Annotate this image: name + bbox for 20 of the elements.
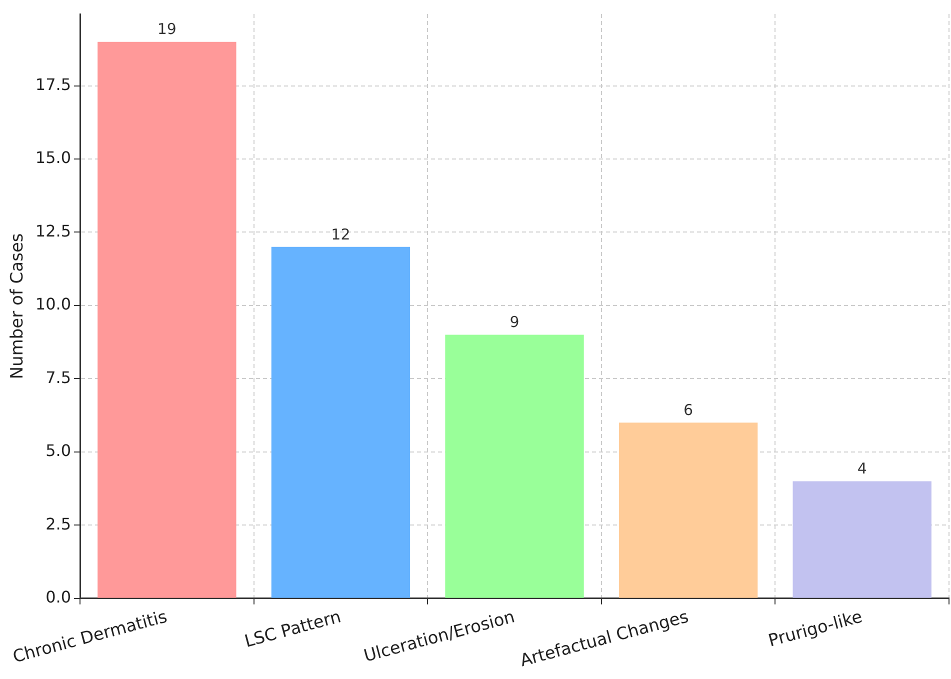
data-label: 9 bbox=[510, 313, 520, 332]
y-tick-label: 2.5 bbox=[46, 514, 72, 534]
y-tick-label: 10.0 bbox=[35, 294, 72, 314]
y-axis-title: Number of Cases bbox=[8, 233, 28, 380]
data-label: 4 bbox=[857, 460, 867, 478]
y-tick-label: 7.5 bbox=[46, 368, 72, 387]
y-tick-label: 5.0 bbox=[46, 441, 72, 460]
x-tick-label: LSC Pattern bbox=[242, 607, 344, 652]
y-tick-label: 17.5 bbox=[35, 74, 72, 94]
y-tick-label: 15.0 bbox=[35, 148, 72, 168]
data-label: 12 bbox=[331, 225, 350, 244]
data-label: 19 bbox=[157, 20, 176, 38]
data-label: 6 bbox=[684, 401, 694, 420]
bar bbox=[618, 422, 758, 598]
y-tick-label: 12.5 bbox=[35, 221, 72, 240]
bar bbox=[792, 481, 932, 598]
bar bbox=[98, 42, 236, 598]
y-tick-label: 0.0 bbox=[46, 588, 72, 607]
bar bbox=[445, 334, 584, 598]
bar bbox=[271, 246, 410, 598]
